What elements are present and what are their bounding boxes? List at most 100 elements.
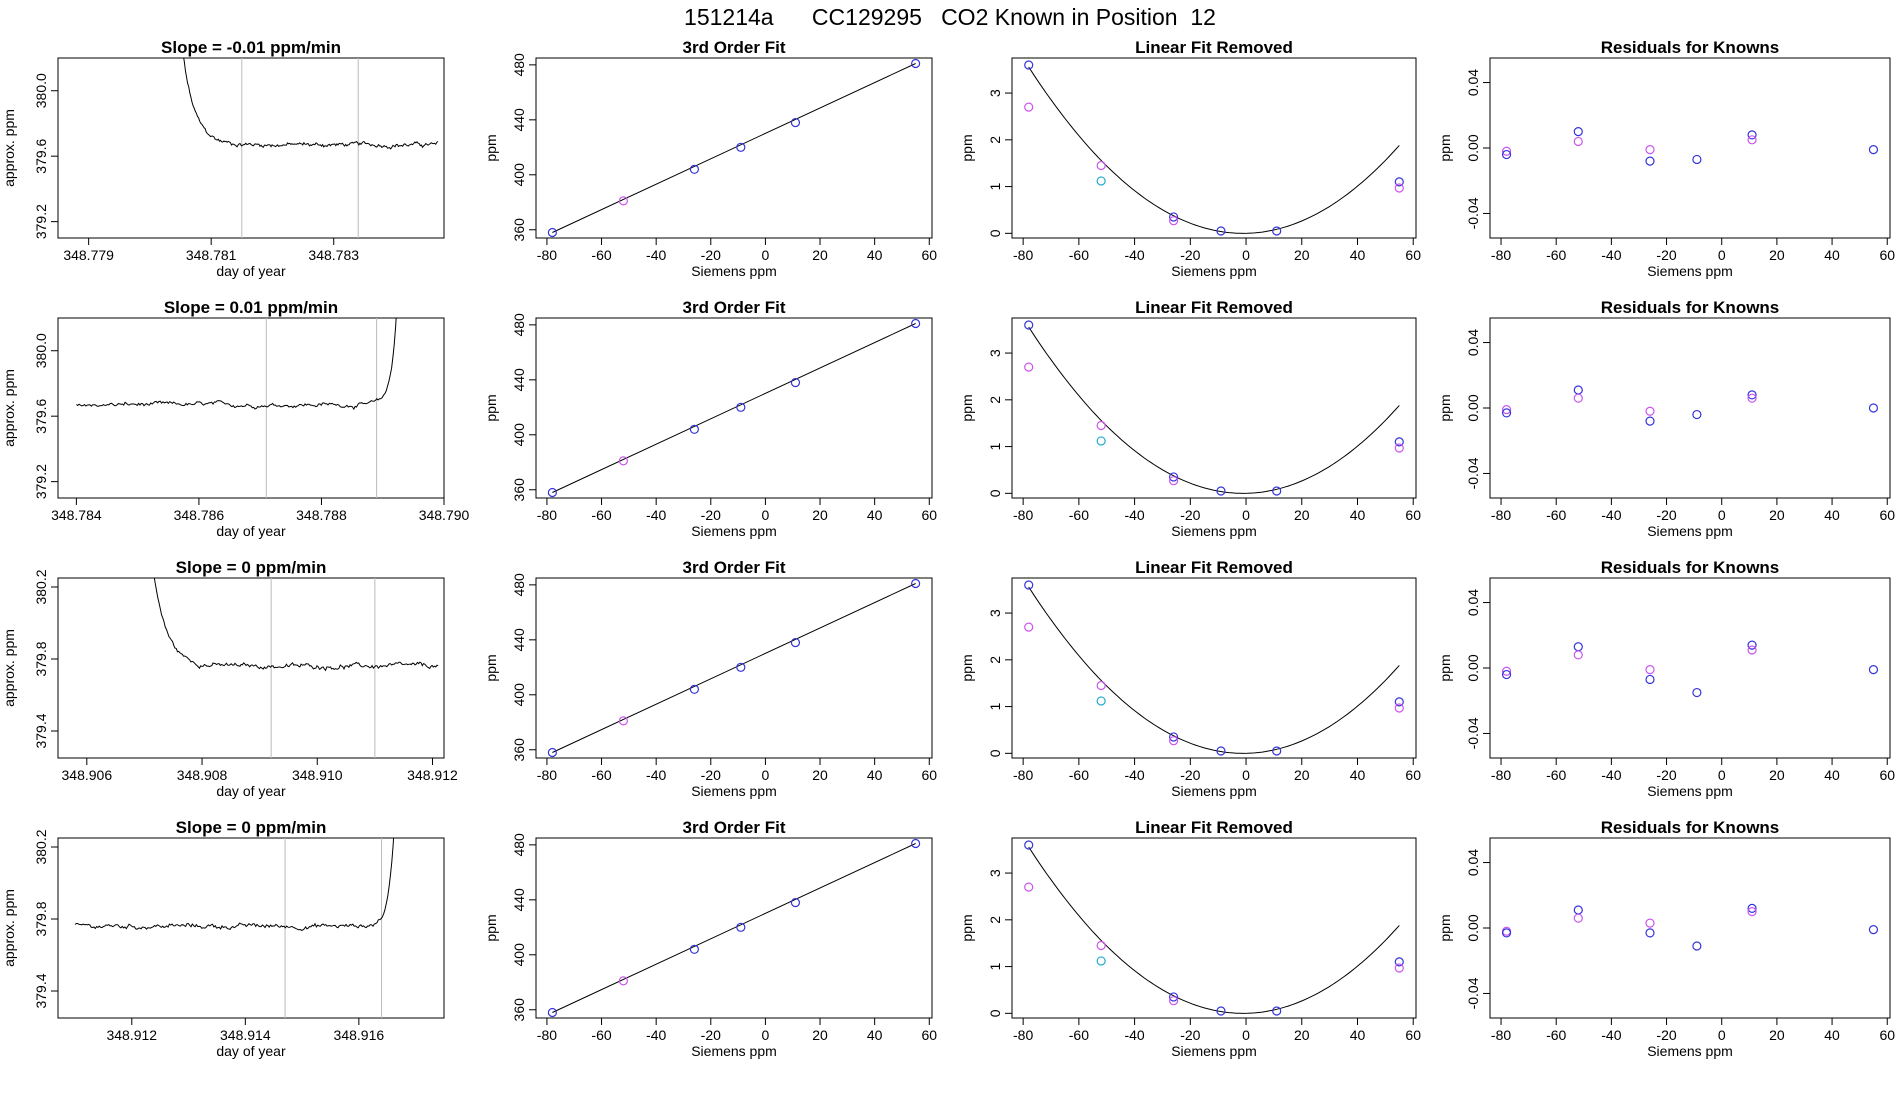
ppm-trace: [74, 838, 395, 931]
data-point: [1645, 416, 1655, 426]
data-point: [790, 117, 801, 128]
data-point: [1645, 928, 1655, 938]
y-tick-label: 480: [511, 573, 527, 597]
data-point: [1024, 622, 1034, 632]
plot-frame: [535, 577, 933, 759]
y-tick-label: 400: [511, 683, 527, 707]
x-tick-label: -80: [537, 247, 557, 263]
x-tick-label: -60: [1546, 247, 1566, 263]
data-point: [618, 976, 628, 986]
y-tick-label: -0.04: [1465, 977, 1481, 1009]
data-point: [1394, 443, 1404, 453]
panel-title: Linear Fit Removed: [1135, 818, 1293, 837]
plot-frame: [535, 837, 933, 1019]
y-tick-label: 2: [987, 656, 1003, 664]
data-point: [1394, 437, 1404, 447]
x-tick-label: 60: [1879, 507, 1895, 523]
x-tick-label: -40: [1601, 1027, 1621, 1043]
data-point: [1645, 918, 1655, 928]
x-tick-label: -40: [1124, 1027, 1144, 1043]
x-tick-label: -40: [646, 767, 666, 783]
x-tick-label: -60: [591, 1027, 611, 1043]
y-axis-label: approx. ppm: [1, 629, 17, 707]
panel-2-1: Linear Fit Removed -80 -60 -40 -20 0 20 40 60 0 1 2…: [959, 298, 1421, 539]
x-tick-label: 348.788: [296, 507, 347, 523]
x-tick-label: 0: [762, 767, 770, 783]
x-tick-label: 40: [1824, 767, 1840, 783]
fit-curve: [1028, 846, 1400, 1014]
x-tick-label: 348.916: [334, 1027, 385, 1043]
data-point: [736, 922, 746, 932]
x-tick-label: 348.910: [292, 767, 343, 783]
data-point: [1573, 393, 1583, 403]
x-tick-label: -80: [537, 1027, 557, 1043]
y-axis-label: ppm: [483, 394, 499, 421]
plot-frame: [57, 577, 445, 759]
y-axis-label: ppm: [483, 654, 499, 681]
panel-title: Slope = 0 ppm/min: [176, 818, 327, 837]
data-point: [689, 944, 700, 954]
y-tick-label: 440: [511, 368, 527, 392]
x-tick-label: 60: [1879, 1027, 1895, 1043]
panel-3-3: Residuals for Knowns -80 -60 -40 -20 0 20 40 60 -…: [1437, 818, 1895, 1059]
x-tick-label: 0: [1242, 1027, 1250, 1043]
y-tick-label: 0: [987, 489, 1003, 497]
data-point: [1692, 154, 1702, 165]
y-tick-label: 2: [987, 916, 1003, 924]
y-tick-label: 3: [987, 609, 1003, 617]
data-point: [1501, 149, 1512, 160]
data-point: [1272, 486, 1282, 496]
data-point: [689, 424, 700, 434]
x-tick-label: 348.790: [419, 507, 470, 523]
x-tick-label: 20: [1769, 1027, 1785, 1043]
x-tick-label: 348.908: [177, 767, 228, 783]
panel-1-0: 3rd Order Fit -80 -60 -40 -20 0 20 40 60 360 400 44…: [483, 38, 937, 279]
x-tick-label: 20: [1769, 507, 1785, 523]
y-tick-label: 0.00: [1465, 654, 1481, 681]
panel-0-0: Slope = -0.01 ppm/min 348.779 348.781 348.7…: [1, 38, 445, 279]
data-point: [790, 897, 801, 908]
y-tick-label: 0: [987, 749, 1003, 757]
y-tick-label: 0.04: [1465, 329, 1481, 356]
y-axis-label: ppm: [959, 914, 975, 941]
data-point: [1394, 957, 1404, 967]
x-tick-label: 20: [812, 507, 828, 523]
x-tick-label: 348.786: [174, 507, 225, 523]
data-point: [1501, 666, 1512, 676]
panel-title: Slope = -0.01 ppm/min: [161, 38, 341, 57]
x-tick-label: 0: [1242, 767, 1250, 783]
data-point: [1394, 183, 1404, 193]
x-tick-label: -40: [1124, 767, 1144, 783]
data-point: [689, 684, 700, 694]
panel-0-3: Slope = 0 ppm/min 348.912 348.914 348.916 37…: [1, 818, 445, 1059]
data-point: [1747, 645, 1757, 655]
ppm-trace: [183, 58, 439, 150]
x-tick-label: -60: [1069, 1027, 1089, 1043]
data-point: [1394, 703, 1404, 713]
x-tick-label: 348.784: [51, 507, 102, 523]
fit-line: [552, 843, 916, 1013]
panel-3-1: Residuals for Knowns -80 -60 -40 -20 0 20 40 60 -…: [1437, 298, 1895, 539]
data-point: [1501, 146, 1512, 156]
y-tick-label: 360: [511, 478, 527, 502]
y-tick-label: 379.6: [33, 138, 49, 173]
x-tick-label: -60: [1546, 1027, 1566, 1043]
y-tick-label: 3: [987, 869, 1003, 877]
data-point: [1573, 385, 1583, 395]
y-tick-label: 0.00: [1465, 914, 1481, 941]
x-axis-label: Siemens ppm: [1647, 263, 1733, 279]
data-point: [1501, 405, 1512, 415]
data-point: [1168, 732, 1179, 742]
y-axis-label: ppm: [1437, 914, 1453, 941]
x-tick-label: 348.914: [220, 1027, 271, 1043]
panel-3-2: Residuals for Knowns -80 -60 -40 -20 0 20 40 60 -…: [1437, 558, 1895, 799]
x-tick-label: -80: [1013, 1027, 1033, 1043]
panel-title: Slope = 0 ppm/min: [176, 558, 327, 577]
y-axis-label: ppm: [1437, 654, 1453, 681]
x-tick-label: 40: [867, 767, 883, 783]
data-point: [911, 318, 921, 329]
data-point: [1573, 905, 1583, 915]
x-tick-label: 20: [812, 767, 828, 783]
y-tick-label: 0.00: [1465, 134, 1481, 161]
data-point: [1168, 476, 1179, 486]
